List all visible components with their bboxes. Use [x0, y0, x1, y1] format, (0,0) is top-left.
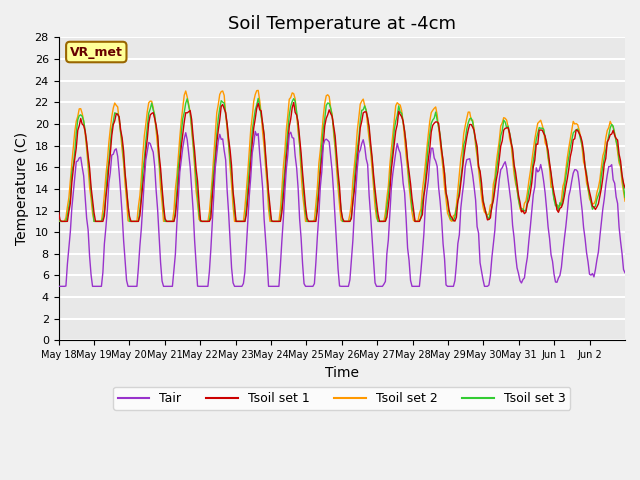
Y-axis label: Temperature (C): Temperature (C) [15, 132, 29, 245]
X-axis label: Time: Time [324, 366, 359, 380]
Text: VR_met: VR_met [70, 46, 123, 59]
Legend: Tair, Tsoil set 1, Tsoil set 2, Tsoil set 3: Tair, Tsoil set 1, Tsoil set 2, Tsoil se… [113, 387, 570, 410]
Title: Soil Temperature at -4cm: Soil Temperature at -4cm [228, 15, 456, 33]
